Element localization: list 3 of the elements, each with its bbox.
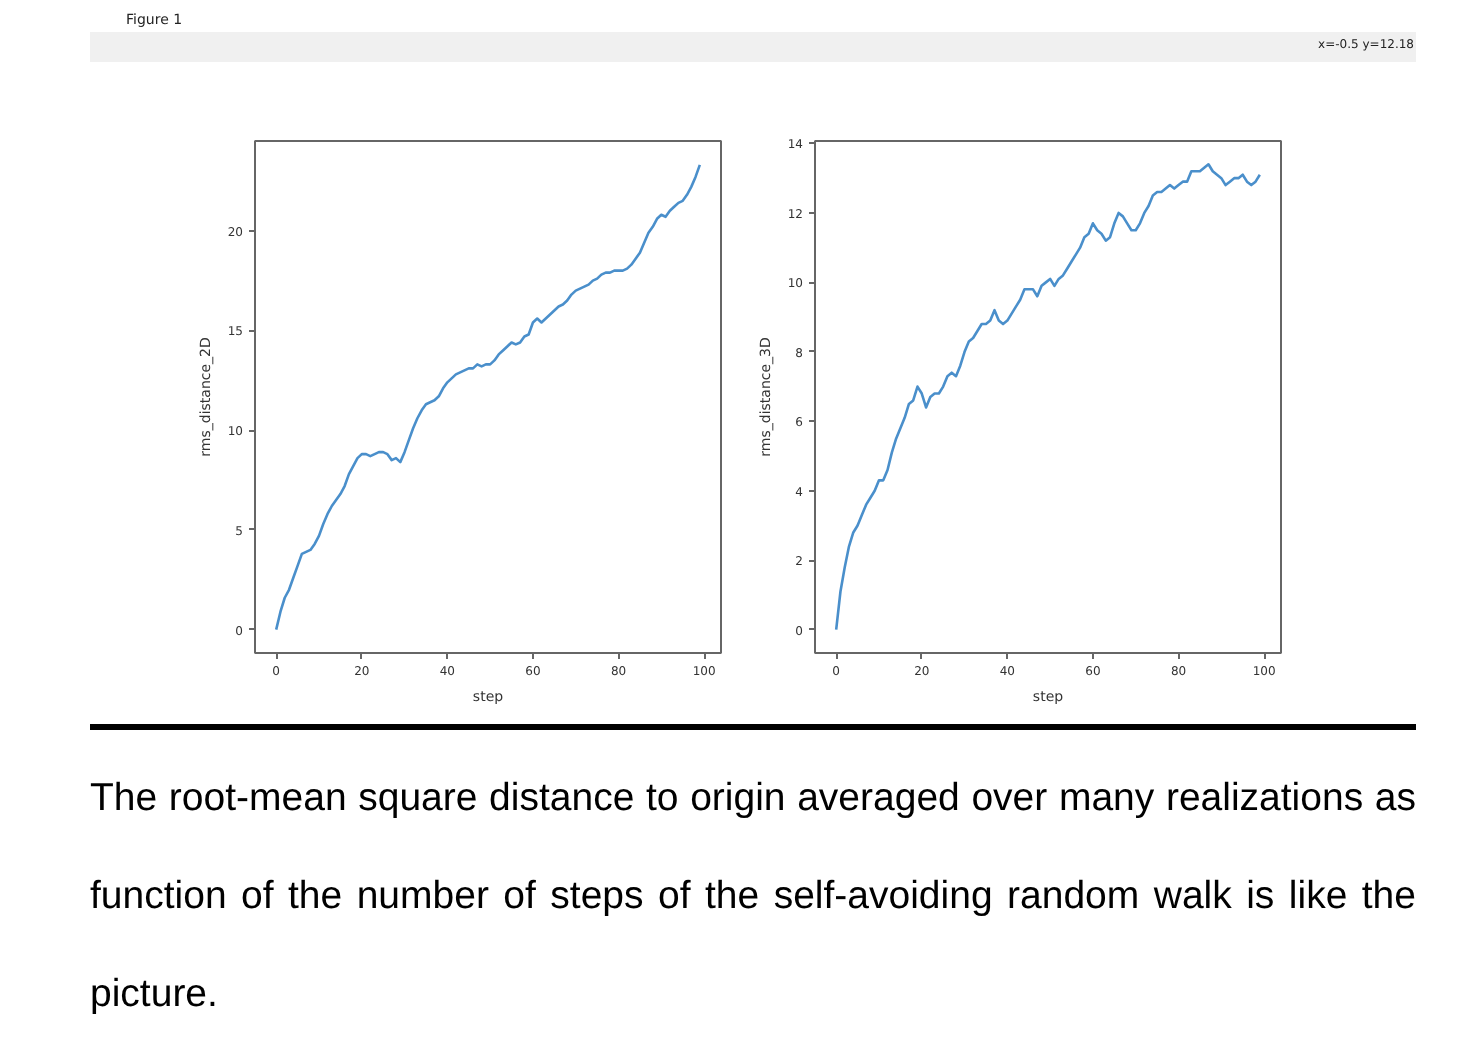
text: The root-mean square distance to origin averaged over many realizations as function of the number of steps of the self-avoiding random walk is like the picture.	[90, 776, 1416, 1016]
line-series	[274, 163, 702, 631]
line-series	[834, 162, 1262, 632]
